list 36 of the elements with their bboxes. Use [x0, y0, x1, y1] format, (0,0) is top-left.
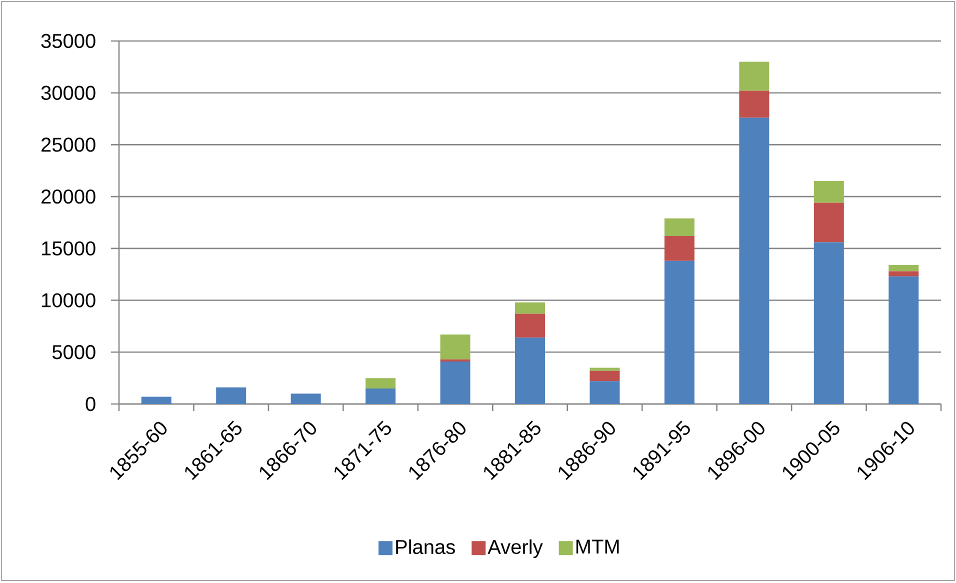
y-tick-label: 30000 [41, 86, 96, 100]
bar [739, 62, 770, 91]
y-tick-label: 10000 [42, 293, 96, 308]
bar [141, 396, 172, 404]
y-tick-label: 15000 [42, 241, 96, 256]
bar [888, 271, 919, 276]
bar [515, 314, 546, 338]
bar [515, 338, 546, 404]
bar [814, 242, 844, 404]
legend-label: Averly [488, 539, 543, 558]
bar [590, 368, 620, 371]
bar [590, 381, 620, 404]
bar [664, 260, 694, 404]
bar [888, 276, 919, 404]
bar [739, 90, 770, 118]
bar [814, 202, 844, 242]
bar [290, 394, 321, 404]
bar [814, 181, 844, 203]
y-tick-label: 25000 [42, 138, 96, 152]
legend-label: Planas [396, 539, 455, 554]
bar [366, 388, 396, 404]
y-tick-label: 5000 [52, 345, 96, 360]
bar [366, 378, 396, 388]
bar [515, 302, 546, 314]
bar [440, 334, 470, 360]
y-tick-label: 35000 [41, 34, 96, 48]
bar [440, 361, 470, 404]
bar [888, 265, 919, 272]
y-tick-label: 20000 [42, 189, 96, 204]
bar [216, 387, 246, 404]
bar [664, 218, 694, 236]
legend-label: MTM [576, 540, 619, 554]
y-tick-label: 0 [86, 396, 96, 412]
bar [739, 118, 770, 404]
bar [590, 370, 620, 382]
bar [664, 236, 694, 261]
